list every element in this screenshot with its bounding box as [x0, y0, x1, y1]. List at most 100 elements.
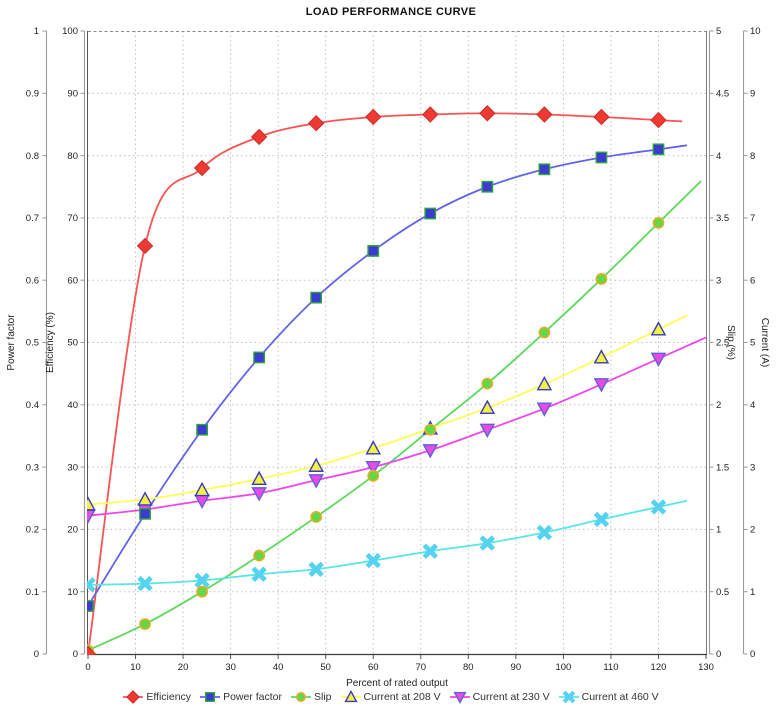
- tick-label: 0: [34, 649, 39, 660]
- tick-label: 4.5: [716, 89, 729, 100]
- slip-point: [595, 273, 608, 285]
- current-at-208-v-legend-triangle-up-icon: [340, 689, 361, 703]
- tick-label: 40: [67, 400, 78, 411]
- y-axis-label-power-factor: Power factor: [6, 314, 17, 371]
- tick-label: 0: [73, 649, 78, 660]
- series-line-efficiency: [87, 112, 683, 655]
- power-factor-point: [481, 180, 494, 193]
- current-at-230-v-point: [422, 444, 439, 459]
- tick-label: 8: [750, 151, 755, 162]
- slip-point: [310, 511, 323, 523]
- current-at-230-v-point: [479, 423, 496, 438]
- axis-percent-of-rated-output: 0 10 20 30 40 50 60 70 80 90 100 110 120 130: [85, 655, 714, 673]
- power-factor-point: [253, 351, 266, 364]
- legend-item-power-factor: Power factor: [200, 689, 282, 705]
- legend-item-current-at-230-v: Current at 230 V: [449, 689, 550, 705]
- series-line-current-at-230-v: [87, 336, 707, 517]
- current-at-208-v-point: [479, 399, 496, 415]
- legend-label: Slip: [314, 691, 332, 703]
- tick-label: 1: [34, 26, 39, 37]
- tick-label: 60: [368, 662, 379, 673]
- tick-label: 2.5: [716, 338, 729, 349]
- tick-label: 0.1: [26, 587, 39, 598]
- tick-label: 3: [716, 275, 721, 286]
- current-at-230-v-point: [650, 352, 667, 367]
- tick-label: 7: [750, 213, 755, 224]
- legend-label: Current at 208 V: [363, 691, 441, 703]
- tick-label: 80: [67, 151, 78, 162]
- axis-slip-: 0 0.5 1 1.5 2 2.5 3 3.5 4 4.5 5 Slip (%): [708, 26, 736, 660]
- current-at-460-v-point: [194, 572, 210, 589]
- tick-label: 100: [555, 662, 571, 673]
- tick-label: 3.5: [716, 213, 729, 224]
- axis-efficiency-: 0 10 20 30 40 50 60 70 80 90 100 Efficiency (%): [45, 26, 86, 660]
- power-factor-point: [595, 151, 608, 164]
- tick-label: 5: [750, 338, 755, 349]
- tick-label: 4: [750, 400, 755, 411]
- efficiency-point: [307, 114, 325, 132]
- tick-label: 0.5: [26, 338, 39, 349]
- slip-point: [481, 377, 494, 390]
- tick-label: 0.2: [26, 525, 39, 536]
- tick-label: 0: [716, 649, 721, 660]
- axis-power-factor: 0 0.1 0.2 0.3 0.4 0.5 0.6 0.7 0.8 0.9 1 Power facto…: [6, 26, 48, 660]
- slip-point: [652, 216, 665, 229]
- current-at-460-v-point: [422, 543, 438, 559]
- tick-label: 110: [603, 662, 618, 673]
- current-at-208-v-point: [365, 440, 382, 455]
- current-at-460-v-point: [251, 566, 267, 582]
- current-at-230-v-point: [308, 474, 324, 489]
- tick-label: 70: [415, 662, 426, 673]
- power-factor-point: [652, 143, 665, 156]
- current-at-208-v-point: [251, 470, 267, 486]
- tick-label: 6: [750, 275, 755, 286]
- current-at-208-v-point: [87, 496, 96, 511]
- series-markers-current-at-230-v: [87, 352, 667, 524]
- current-at-230-v-point: [251, 487, 267, 502]
- efficiency-point: [365, 108, 382, 126]
- legend: Efficiency Power factor Slip Current at 208…: [0, 689, 782, 705]
- tick-label: 40: [273, 662, 284, 673]
- current-at-208-v-point: [536, 375, 553, 391]
- tick-label: 0: [85, 662, 90, 673]
- current-at-230-v-legend-triangle-down-icon: [449, 691, 470, 705]
- tick-label: 10: [130, 662, 141, 673]
- series-markers-current-at-208-v: [87, 321, 667, 511]
- tick-label: 2: [750, 525, 755, 536]
- tick-label: 50: [320, 662, 331, 673]
- series-markers-power-factor: [87, 143, 665, 612]
- current-at-460-v-point: [308, 561, 324, 577]
- legend-item-slip: Slip: [291, 689, 332, 705]
- tick-label: 0: [750, 649, 755, 660]
- current-at-460-v-point: [137, 575, 153, 592]
- series-markers-current-at-460-v: [87, 499, 667, 593]
- tick-label: 0.5: [716, 587, 729, 598]
- y-axis-label-current-a-: Current (A): [759, 318, 770, 367]
- tick-label: 10: [750, 26, 761, 37]
- current-at-460-v-point: [87, 577, 96, 593]
- current-at-208-v-point: [593, 349, 610, 364]
- tick-label: 10: [67, 587, 78, 598]
- tick-label: 90: [67, 89, 78, 100]
- efficiency-point: [536, 106, 553, 123]
- efficiency-point: [193, 159, 211, 177]
- tick-label: 30: [67, 462, 78, 473]
- power-factor-point: [538, 163, 551, 176]
- current-at-208-v-point: [194, 481, 210, 497]
- current-at-208-v-point: [308, 457, 324, 472]
- legend-item-efficiency: Efficiency: [123, 689, 191, 705]
- efficiency-point: [422, 106, 439, 123]
- legend-label: Current at 460 V: [581, 691, 659, 703]
- series-line-slip: [87, 180, 702, 652]
- tick-label: 80: [463, 662, 474, 673]
- efficiency-point: [479, 105, 496, 122]
- legend-label: Efficiency: [146, 691, 192, 703]
- current-at-208-v-point: [650, 321, 667, 336]
- current-at-208-v-point: [137, 491, 153, 506]
- x-axis-label: Percent of rated output: [346, 678, 448, 689]
- axis-current-a-: 0 1 2 3 4 5 6 7 8 9 10 Current (A): [742, 26, 770, 660]
- slip-point: [424, 423, 437, 436]
- series-line-current-at-208-v: [87, 314, 688, 506]
- power-factor-point: [87, 600, 94, 612]
